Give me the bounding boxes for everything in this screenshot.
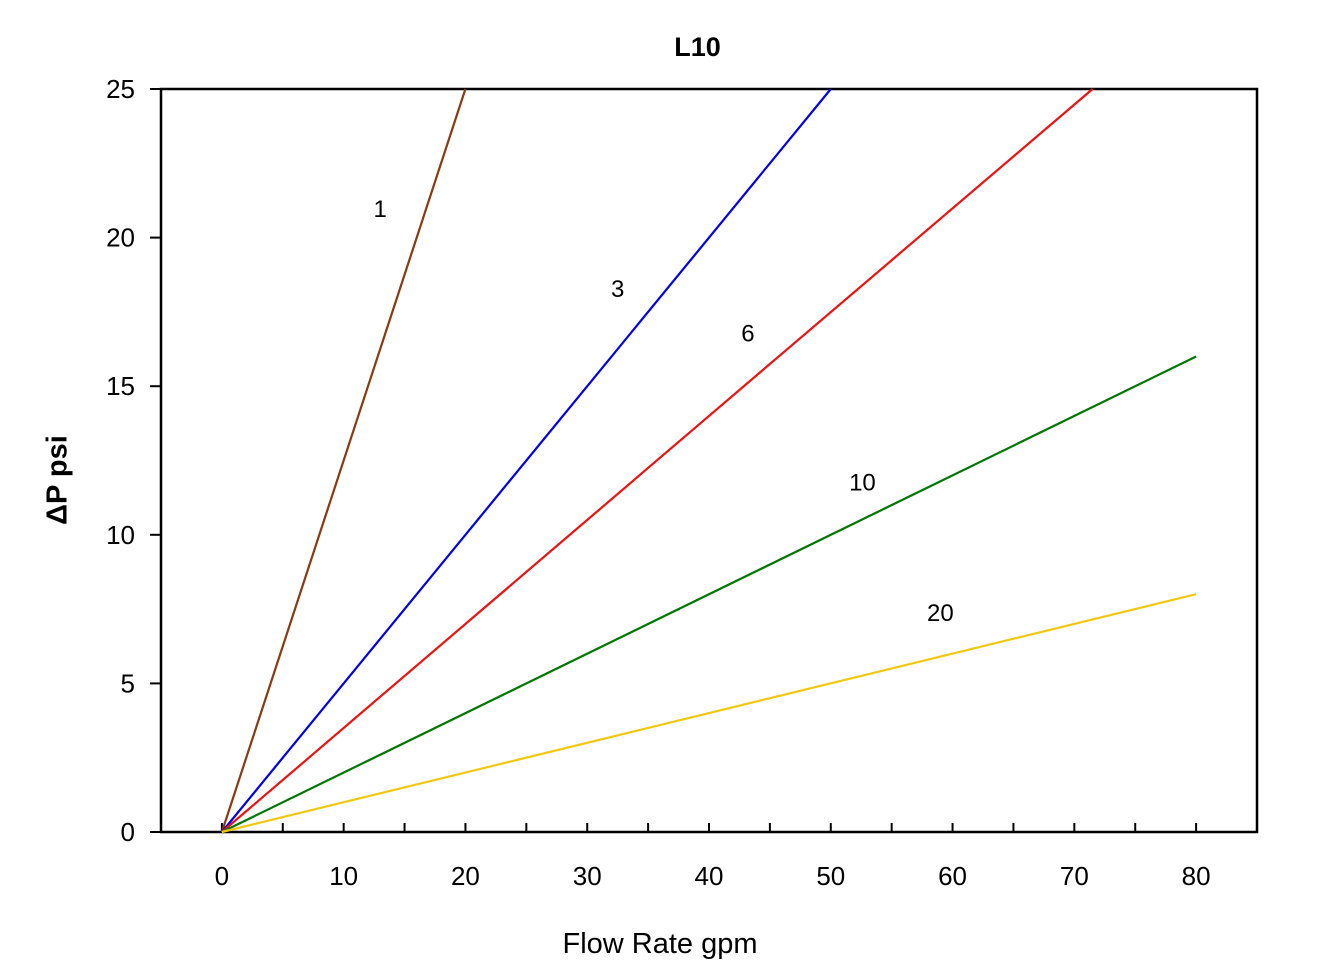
series-label-20: 20	[927, 600, 954, 627]
x-tick-label-80: 80	[1182, 861, 1211, 891]
y-tick-label-25: 25	[106, 74, 135, 104]
series-label-1: 1	[374, 196, 387, 223]
x-tick-label-0: 0	[215, 861, 229, 891]
series-label-6: 6	[741, 321, 754, 348]
y-tick-label-10: 10	[106, 520, 135, 550]
y-tick-label-5: 5	[121, 668, 135, 698]
series-line-10	[221, 355, 1197, 833]
series-label-3: 3	[611, 276, 624, 303]
x-tick-label-10: 10	[329, 861, 358, 891]
x-tick-label-50: 50	[816, 861, 845, 891]
x-tick-label-20: 20	[451, 861, 480, 891]
series-line-20	[221, 593, 1197, 834]
chart-title: L10	[674, 32, 721, 62]
series-line-1	[220, 88, 467, 833]
x-tick-label-70: 70	[1060, 861, 1089, 891]
series-line-6	[221, 88, 1094, 833]
y-tick-label-20: 20	[106, 223, 135, 253]
x-axis-label: Flow Rate gpm	[562, 928, 758, 960]
x-tick-label-40: 40	[695, 861, 724, 891]
y-tick-label-0: 0	[121, 817, 135, 847]
y-tick-label-15: 15	[106, 371, 135, 401]
x-tick-label-60: 60	[938, 861, 967, 891]
x-tick-label-30: 30	[573, 861, 602, 891]
series-line-3	[221, 88, 832, 833]
series-label-10: 10	[849, 469, 876, 496]
plot-frame	[159, 87, 1259, 834]
